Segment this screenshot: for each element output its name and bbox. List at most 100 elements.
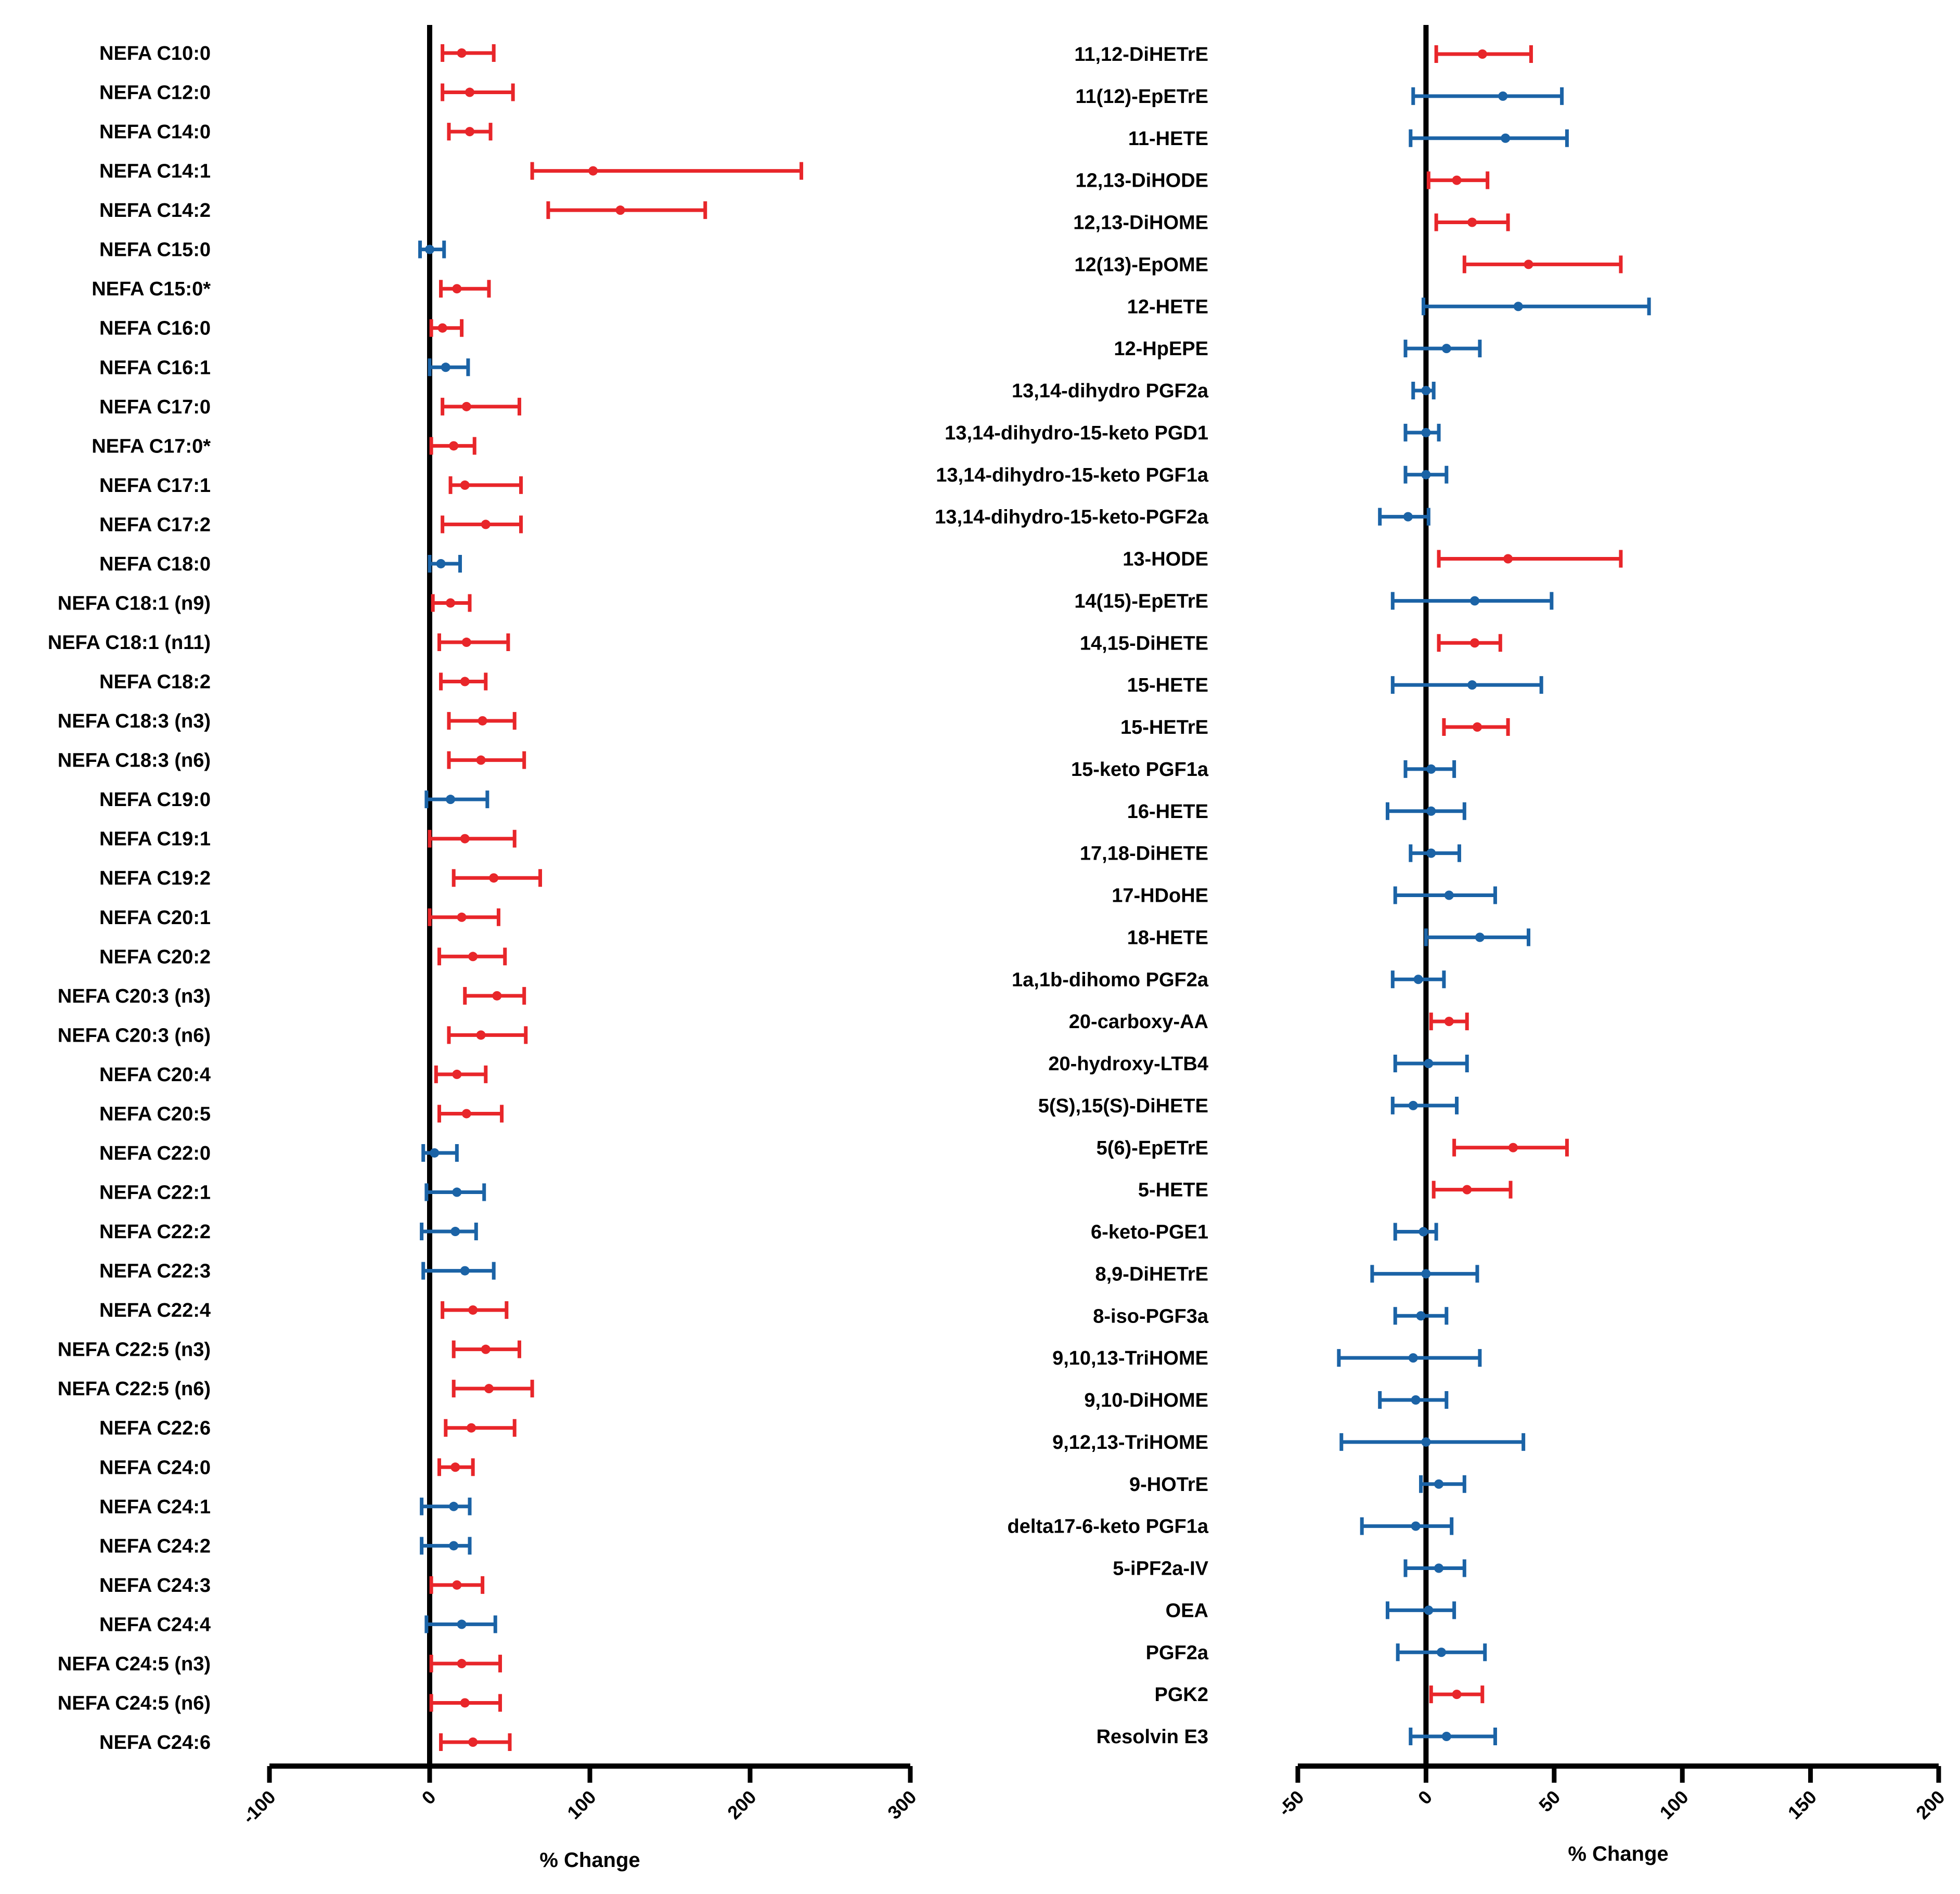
x-axis-title: % Change <box>1568 1843 1668 1865</box>
mean-point <box>468 1737 478 1747</box>
row-label: 15-HETrE <box>1120 717 1208 738</box>
mean-point <box>1408 1353 1418 1363</box>
mean-point <box>1470 638 1480 648</box>
row-label: 14,15-DiHETE <box>1080 632 1208 654</box>
mean-point <box>1462 1185 1472 1195</box>
mean-point <box>468 1305 478 1315</box>
row-label: delta17-6-keto PGF1a <box>1008 1516 1209 1538</box>
row-label: NEFA C24:4 <box>99 1614 211 1636</box>
row-label: 5-HETE <box>1138 1179 1208 1201</box>
row-label: NEFA C18:1 (n9) <box>58 592 211 614</box>
x-tick-label: -100 <box>238 1786 280 1828</box>
row-label: NEFA C18:0 <box>99 553 211 575</box>
x-tick-label: 300 <box>883 1786 920 1823</box>
row-label: NEFA C12:0 <box>99 82 211 104</box>
row-label: 12,13-DiHODE <box>1075 170 1208 192</box>
mean-point <box>449 1501 459 1511</box>
mean-point <box>436 559 446 568</box>
mean-point <box>588 166 598 176</box>
x-tick-label: 100 <box>563 1786 600 1823</box>
row-label: NEFA C24:5 (n3) <box>58 1653 211 1675</box>
row-label: 9,12,13-TriHOME <box>1052 1432 1208 1454</box>
mean-point <box>430 1148 440 1158</box>
mean-point <box>1416 1311 1426 1321</box>
mean-point <box>476 755 486 765</box>
row-label: NEFA C22:0 <box>99 1143 211 1164</box>
mean-point <box>1421 1437 1431 1447</box>
mean-point <box>615 205 625 215</box>
row-label: NEFA C24:2 <box>99 1535 211 1557</box>
row-label: NEFA C20:2 <box>99 946 211 968</box>
x-tick-label: 100 <box>1655 1786 1692 1823</box>
row-label: NEFA C22:5 (n3) <box>58 1339 211 1361</box>
mean-point <box>452 1069 462 1079</box>
row-label: 11,12-DiHETrE <box>1074 44 1208 66</box>
mean-point <box>465 127 474 137</box>
mean-point <box>1411 1395 1421 1405</box>
mean-point <box>1467 217 1477 227</box>
x-tick-label: -50 <box>1274 1786 1308 1821</box>
row-label: 15-keto PGF1a <box>1071 759 1209 781</box>
mean-point <box>1498 91 1508 101</box>
row-label: 11-HETE <box>1128 128 1208 150</box>
row-label: 13,14-dihydro-15-keto PGF1a <box>936 464 1209 486</box>
left-panel-nefa: -100 0 100 200 300 % Change NEFA C10:0 NEFA C12… <box>48 25 921 1872</box>
row-label: 12,13-DiHOME <box>1073 212 1208 234</box>
row-label: NEFA C22:1 <box>99 1182 211 1204</box>
row-label: 13,14-dihydro-15-keto-PGF2a <box>935 507 1209 528</box>
mean-point <box>1426 848 1436 858</box>
mean-point <box>460 1266 470 1276</box>
mean-point <box>478 716 487 726</box>
mean-point <box>1436 1647 1446 1657</box>
mean-point <box>481 520 491 529</box>
row-label: NEFA C20:3 (n6) <box>58 1024 211 1046</box>
mean-point <box>460 834 470 844</box>
mean-point <box>1503 554 1513 564</box>
mean-point <box>465 87 474 97</box>
mean-point <box>1403 512 1413 522</box>
x-tick-label: 200 <box>1912 1786 1949 1823</box>
mean-point <box>441 362 450 372</box>
mean-point <box>1467 680 1477 690</box>
row-label: NEFA C20:5 <box>99 1103 211 1125</box>
row-label: NEFA C22:2 <box>99 1221 211 1243</box>
mean-point <box>450 1462 460 1472</box>
mean-point <box>1441 1732 1451 1741</box>
mean-point <box>481 1344 491 1354</box>
row-label: 12(13)-EpOME <box>1074 254 1208 276</box>
x-tick-label: 0 <box>418 1786 440 1809</box>
row-label: 13-HODE <box>1123 549 1208 570</box>
mean-point <box>452 1187 462 1197</box>
mean-point <box>468 952 478 962</box>
row-label: PGK2 <box>1155 1684 1208 1706</box>
mean-point <box>484 1384 494 1394</box>
mean-point <box>446 795 456 805</box>
row-label: 18-HETE <box>1127 927 1208 949</box>
row-label: 9,10-DiHOME <box>1084 1390 1208 1411</box>
row-label: NEFA C18:1 (n11) <box>48 632 211 654</box>
mean-point <box>1513 302 1523 312</box>
row-label: 12-HETE <box>1127 296 1208 318</box>
row-label: NEFA C17:0* <box>92 435 211 457</box>
row-label: 16-HETE <box>1127 801 1208 823</box>
mean-point <box>1411 1521 1421 1531</box>
mean-point <box>1426 764 1436 774</box>
mean-point <box>1408 1100 1418 1110</box>
row-label: NEFA C18:3 (n3) <box>58 710 211 732</box>
mean-point <box>461 638 471 647</box>
mean-point <box>1441 344 1451 354</box>
row-label: PGF2a <box>1146 1642 1209 1664</box>
row-label: 5-iPF2a-IV <box>1113 1558 1208 1580</box>
mean-point <box>1424 1605 1434 1615</box>
row-label: 20-carboxy-AA <box>1069 1011 1208 1033</box>
row-label: OEA <box>1166 1600 1208 1621</box>
x-tick-label: 0 <box>1414 1786 1436 1809</box>
row-label: 13,14-dihydro PGF2a <box>1012 380 1209 402</box>
row-label: NEFA C20:4 <box>99 1064 211 1086</box>
mean-point <box>1426 806 1436 816</box>
row-label: NEFA C24:1 <box>99 1496 211 1518</box>
x-tick-label: 200 <box>723 1786 760 1823</box>
row-label: 9,10,13-TriHOME <box>1052 1347 1208 1369</box>
mean-point <box>457 1658 467 1668</box>
